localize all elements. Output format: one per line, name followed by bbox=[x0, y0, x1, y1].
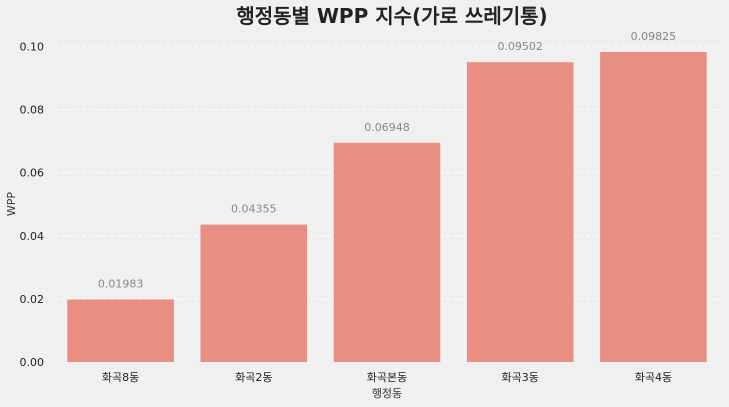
x-tick-label: 화곡8동 bbox=[102, 371, 139, 384]
chart-title: 행정동별 WPP 지수(가로 쓰레기통) bbox=[236, 4, 547, 28]
bar bbox=[466, 62, 574, 362]
x-tick-label: 화곡본동 bbox=[367, 371, 407, 384]
y-tick-label: 0.10 bbox=[20, 41, 45, 54]
y-axis-ticks: 0.00 0.02 0.04 0.06 0.08 0.10 bbox=[20, 41, 45, 370]
data-label: 0.01983 bbox=[98, 277, 144, 290]
bar bbox=[333, 142, 441, 362]
x-tick-label: 화곡4동 bbox=[635, 371, 672, 384]
x-axis-ticks: 화곡8동 화곡2동 화곡본동 화곡3동 화곡4동 bbox=[102, 371, 672, 384]
data-label: 0.09502 bbox=[497, 40, 543, 53]
data-label: 0.06948 bbox=[364, 121, 410, 134]
x-axis-label: 행정동 bbox=[372, 387, 402, 400]
bar bbox=[67, 299, 174, 362]
y-tick-label: 0.00 bbox=[20, 356, 45, 369]
x-tick-label: 화곡3동 bbox=[502, 371, 539, 384]
y-tick-label: 0.06 bbox=[20, 167, 45, 180]
y-tick-label: 0.08 bbox=[20, 104, 45, 117]
bar bbox=[200, 224, 308, 362]
data-labels: 0.01983 0.04355 0.06948 0.09502 0.09825 bbox=[98, 30, 676, 290]
y-axis-label: WPP bbox=[5, 192, 18, 217]
bars bbox=[67, 52, 707, 363]
y-tick-label: 0.02 bbox=[20, 293, 45, 306]
data-label: 0.09825 bbox=[631, 30, 677, 43]
data-label: 0.04355 bbox=[231, 203, 277, 216]
x-tick-label: 화곡2동 bbox=[235, 371, 272, 384]
y-tick-label: 0.04 bbox=[20, 230, 45, 243]
bar bbox=[600, 52, 707, 363]
